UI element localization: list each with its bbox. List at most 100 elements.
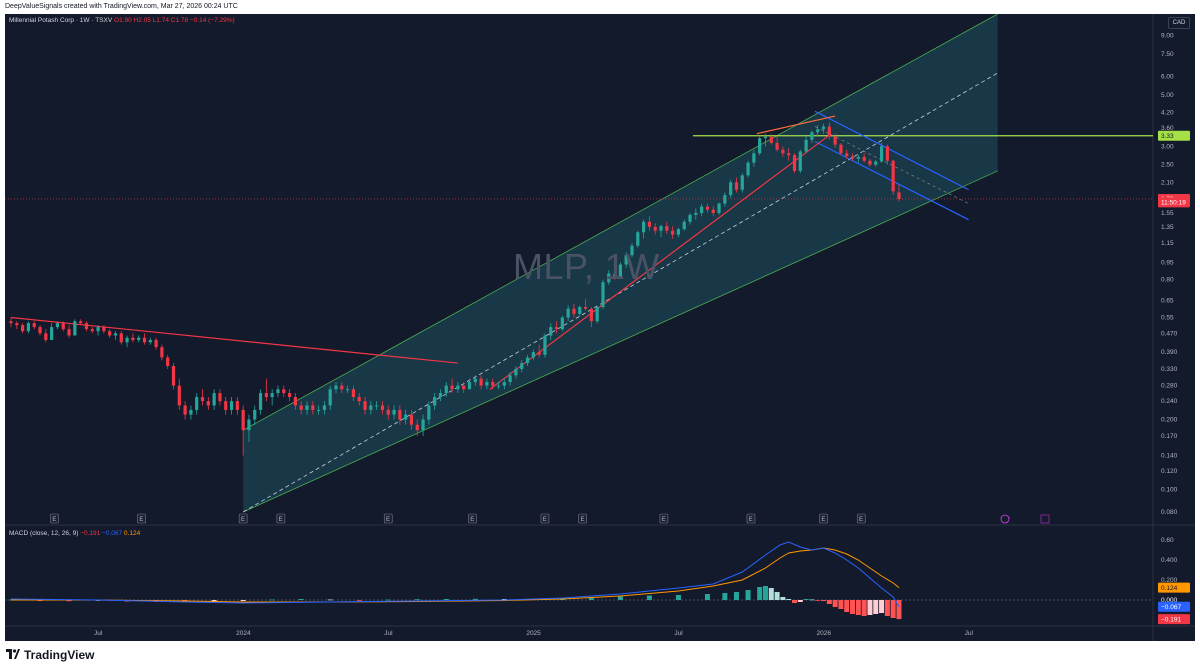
main-legend: Millennial Potash Corp · 1W · TSXV O1.90… bbox=[9, 17, 235, 24]
candle-body bbox=[26, 323, 31, 332]
candle-body bbox=[357, 397, 361, 402]
candle-body bbox=[212, 393, 216, 406]
candle-body bbox=[195, 397, 199, 410]
candle-body bbox=[409, 414, 414, 425]
candle-body bbox=[537, 352, 541, 355]
candle-body bbox=[67, 329, 71, 336]
candle-body bbox=[61, 323, 65, 330]
symbol-line[interactable]: Millennial Potash Corp · 1W · TSXV bbox=[9, 17, 113, 24]
time-axis-tick: Jul bbox=[965, 630, 974, 637]
earnings-marker bbox=[50, 513, 59, 524]
macd-histogram-bar bbox=[757, 587, 763, 600]
candle-body bbox=[334, 385, 338, 390]
candle-body bbox=[108, 331, 112, 336]
candle-body bbox=[798, 151, 802, 171]
macd-value-label-text: −0.191 bbox=[1161, 616, 1181, 623]
macd-histogram-bar bbox=[896, 600, 902, 620]
candle-body bbox=[816, 129, 820, 133]
macd-histogram-bar bbox=[733, 592, 739, 600]
earnings-marker-label: E bbox=[821, 517, 825, 523]
candle-body bbox=[206, 401, 210, 406]
candle-body bbox=[665, 226, 669, 231]
macd-histogram-bar bbox=[774, 592, 780, 600]
candle-body bbox=[369, 405, 373, 410]
time-axis-tick: Jul bbox=[384, 630, 393, 637]
earnings-marker bbox=[540, 513, 550, 524]
price-axis-tick: 0.240 bbox=[1161, 398, 1178, 405]
candle-body bbox=[177, 385, 181, 406]
candle-body bbox=[427, 405, 431, 420]
candle-body bbox=[438, 393, 443, 398]
candle-body bbox=[729, 182, 733, 196]
earnings-marker-label: E bbox=[662, 517, 666, 523]
candle-body bbox=[752, 153, 756, 163]
price-axis-tick: 0.95 bbox=[1161, 259, 1174, 266]
candle-body bbox=[264, 393, 268, 398]
candle-body bbox=[874, 161, 878, 165]
candle-body bbox=[200, 397, 205, 402]
earnings-marker-label: E bbox=[749, 517, 753, 523]
macd-histogram-bar bbox=[803, 599, 809, 600]
candle-body bbox=[688, 214, 692, 222]
chart-canvas[interactable]: E E E E E E E E E E E E 9.00 7.50 6.00 5.00 4.20 3.60 3.00… bbox=[5, 14, 1195, 641]
chart-area[interactable]: E E E E E E E E E E E E 9.00 7.50 6.00 5.00 4.20 3.60 3.00… bbox=[5, 14, 1195, 641]
macd-histogram-bar bbox=[797, 600, 803, 602]
macd-histogram-bar bbox=[704, 594, 710, 600]
price-axis-tick: 1.15 bbox=[1161, 240, 1174, 247]
candle-body bbox=[171, 366, 176, 386]
candle-body bbox=[734, 182, 739, 190]
macd-histogram-bar bbox=[844, 600, 850, 612]
macd-label[interactable]: MACD (close, 12, 26, 9) bbox=[9, 530, 79, 537]
macd-histogram-bar bbox=[211, 600, 217, 602]
long-downtrend-line bbox=[10, 316, 458, 364]
macd-histogram-bar bbox=[768, 588, 774, 600]
macd-histogram-bar bbox=[443, 599, 449, 600]
candle-body bbox=[96, 327, 100, 332]
candle-body bbox=[148, 339, 152, 343]
candle-body bbox=[270, 393, 274, 398]
currency-badge[interactable]: CAD bbox=[1168, 17, 1190, 29]
candle-body bbox=[229, 401, 234, 410]
candle-body bbox=[380, 405, 385, 410]
candle-body bbox=[137, 337, 141, 340]
candle-body bbox=[102, 327, 106, 332]
dividend-event-icon bbox=[1000, 514, 1010, 524]
candle-body bbox=[351, 389, 356, 398]
macd-histogram-bar bbox=[821, 600, 827, 601]
price-axis-tick: 1.55 bbox=[1161, 210, 1174, 217]
candle-body bbox=[694, 212, 698, 215]
earnings-marker-label: E bbox=[52, 517, 56, 523]
macd-histogram-bar bbox=[675, 595, 681, 600]
candle-body bbox=[473, 378, 477, 383]
price-axis-tick: 3.00 bbox=[1161, 143, 1174, 150]
candle-body bbox=[166, 357, 170, 367]
candle-body bbox=[520, 363, 524, 370]
candle-body bbox=[868, 160, 872, 165]
candle-body bbox=[462, 385, 466, 390]
candle-body bbox=[676, 229, 681, 235]
candle-body bbox=[531, 352, 535, 358]
candle-body bbox=[543, 335, 547, 355]
brand-name: TradingView bbox=[24, 648, 95, 662]
candle-body bbox=[328, 389, 332, 406]
macd-histogram-bar bbox=[588, 597, 594, 600]
candle-body bbox=[398, 409, 402, 420]
candle-body bbox=[758, 138, 762, 154]
candle-body bbox=[618, 264, 622, 278]
earnings-marker bbox=[383, 513, 393, 524]
candle-body bbox=[659, 226, 663, 231]
candle-body bbox=[612, 273, 617, 278]
price-axis-tick: 0.65 bbox=[1161, 298, 1174, 305]
candle-body bbox=[73, 321, 77, 336]
price-axis-tick: 0.170 bbox=[1161, 433, 1178, 440]
macd-histogram-bar bbox=[414, 599, 420, 600]
price-axis-tick: 4.20 bbox=[1161, 109, 1174, 116]
macd-value-label-text: 0.124 bbox=[1161, 585, 1178, 592]
candle-body bbox=[241, 409, 245, 431]
candle-body bbox=[32, 323, 36, 328]
ohlc-line: O1.90 H2.05 L1.74 C1.78 −0.14 (−7.29%) bbox=[114, 17, 235, 24]
candle-body bbox=[740, 175, 744, 190]
macd-histogram-bar bbox=[780, 597, 786, 600]
macd-axis-tick: 0.60 bbox=[1161, 537, 1174, 544]
candle-body bbox=[839, 144, 843, 154]
